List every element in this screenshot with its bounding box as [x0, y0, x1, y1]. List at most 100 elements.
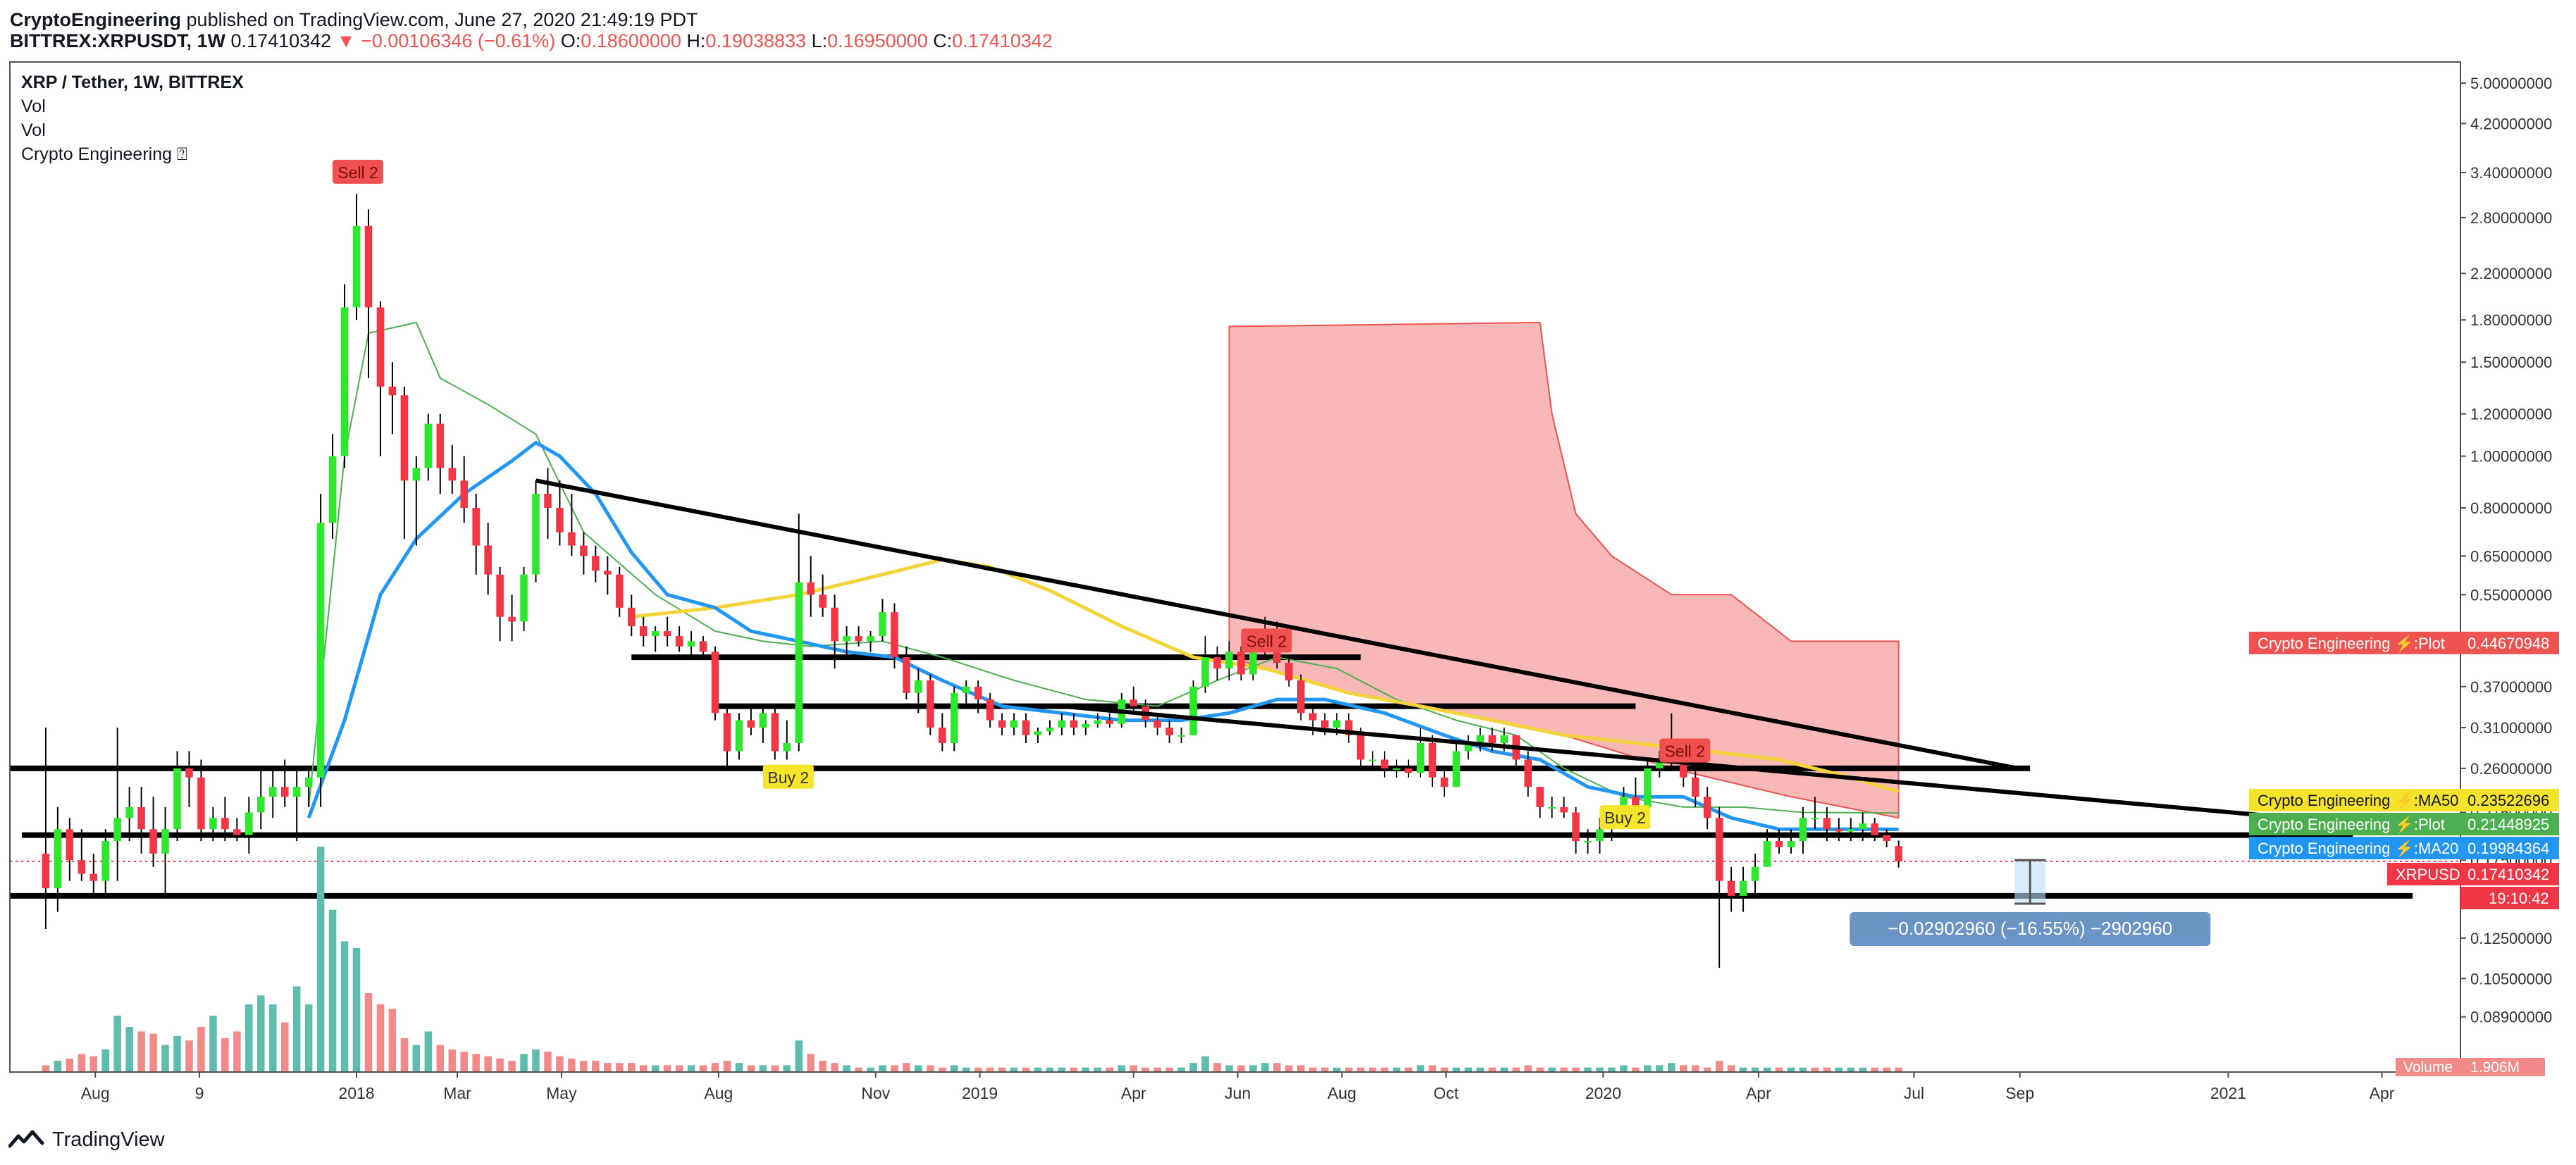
change-value: −0.00106346 (−0.61%) — [360, 30, 556, 51]
signal-box — [1599, 805, 1651, 830]
price-label-value-tag — [2460, 631, 2559, 654]
volume-bar — [855, 1067, 862, 1072]
candle-body — [1213, 657, 1221, 669]
candle-body — [580, 545, 588, 556]
legend-indicator[interactable]: Crypto Engineering ⍰ — [21, 144, 187, 164]
countdown-tag — [2460, 887, 2559, 909]
volume-bar — [604, 1063, 612, 1072]
y-tick-label: 5.00000000 — [2470, 75, 2552, 92]
x-tick-label: 2021 — [2210, 1084, 2246, 1102]
price-label-value: 0.19984364 — [2467, 840, 2549, 857]
price-label-tag — [2387, 863, 2460, 885]
candle-body — [1476, 735, 1485, 743]
candle-body — [1727, 880, 1735, 896]
candle-body — [950, 692, 958, 743]
legend-vol-2[interactable]: Vol — [21, 120, 46, 140]
volume-bar — [280, 1022, 289, 1072]
candle-body — [1404, 768, 1413, 773]
published-text: published on TradingView.com, June 27, 2… — [186, 9, 698, 30]
legend-title: XRP / Tether, 1W, BITTREX — [21, 73, 244, 92]
volume-bar — [1596, 1067, 1604, 1072]
x-tick-label: Aug — [704, 1084, 733, 1102]
volume-bar — [520, 1054, 528, 1072]
candles — [42, 194, 1902, 968]
volume-bar — [711, 1063, 719, 1072]
price-label-value: 0.21448925 — [2467, 816, 2549, 833]
volume-bar — [843, 1065, 850, 1072]
candle-body — [1500, 735, 1508, 743]
candle-body — [1751, 866, 1759, 881]
volume-bar — [1524, 1065, 1532, 1072]
candle-body — [783, 742, 791, 752]
volume-bar — [161, 1045, 169, 1072]
candle-body — [412, 468, 421, 481]
candle-body — [927, 680, 934, 728]
volume-bar — [771, 1065, 779, 1072]
volume-bar — [1344, 1067, 1353, 1072]
x-tick-label: May — [546, 1084, 577, 1102]
tradingview-footer[interactable]: TradingView — [8, 1124, 165, 1155]
candle-body — [1536, 787, 1544, 807]
volume-bar — [1189, 1063, 1197, 1072]
volume-bar — [1249, 1065, 1257, 1072]
buy-signal: Buy 2 — [762, 764, 814, 789]
volume-bar — [1608, 1067, 1616, 1072]
author-name[interactable]: CryptoEngineering — [10, 9, 182, 30]
candle-body — [233, 829, 241, 835]
candle-body — [328, 456, 337, 523]
volume-bar — [783, 1065, 791, 1072]
volume-bar — [1356, 1067, 1365, 1072]
candle-body — [1022, 720, 1030, 735]
y-tick-label: 3.40000000 — [2470, 164, 2552, 182]
volume-bar — [1464, 1067, 1473, 1072]
volume-bar — [1656, 1065, 1664, 1072]
candle-body — [66, 829, 74, 861]
volume-bar — [1320, 1067, 1329, 1072]
candle-body — [1416, 742, 1425, 773]
candle-body — [1368, 759, 1377, 761]
candle-body — [1344, 720, 1353, 735]
volume-bar — [364, 993, 373, 1072]
volume-bar — [795, 1040, 803, 1072]
candle-body — [915, 680, 922, 693]
sell-signal: Sell 2 — [1241, 628, 1292, 653]
volume-bar — [1536, 1067, 1544, 1072]
candle-body — [891, 612, 898, 658]
candle-body — [316, 523, 325, 778]
volume-bar — [508, 1061, 516, 1072]
close-value: 0.17410342 — [952, 30, 1053, 51]
volume-bar — [1106, 1067, 1114, 1072]
volume-bar — [328, 909, 337, 1072]
candle-body — [508, 616, 516, 622]
price-label-name: Crypto Engineering ⚡:MA20 — [2258, 840, 2458, 858]
candle-body — [747, 720, 755, 728]
x-tick-label: Jul — [1904, 1084, 1924, 1102]
volume-bar — [1165, 1067, 1173, 1072]
volume-bar — [974, 1067, 982, 1072]
candle-body — [1034, 731, 1042, 735]
volume-bar — [723, 1061, 731, 1072]
volume-bar — [627, 1063, 636, 1072]
volume-bar — [424, 1031, 433, 1072]
candle-body — [1094, 720, 1102, 724]
volume-bar — [1751, 1067, 1759, 1072]
volume-bar — [221, 1038, 229, 1072]
candle-body — [675, 636, 683, 647]
volume-bar — [1548, 1067, 1556, 1072]
candle-body — [161, 829, 169, 854]
candle-body — [1177, 735, 1185, 737]
volume-bar — [759, 1065, 767, 1072]
volume-bar — [376, 1004, 385, 1072]
x-tick-label: Oct — [1433, 1084, 1459, 1102]
volume-bar — [1380, 1067, 1389, 1072]
volume-bar — [1667, 1063, 1676, 1072]
volume-bar — [268, 1004, 277, 1072]
legend-vol-1[interactable]: Vol — [21, 96, 46, 116]
signal-text: Sell 2 — [1246, 632, 1287, 650]
volume-bar — [807, 1054, 815, 1072]
volume-bar — [1871, 1067, 1878, 1072]
candle-body — [1799, 818, 1807, 842]
volume-bar — [54, 1061, 62, 1072]
candle-body — [376, 307, 385, 387]
